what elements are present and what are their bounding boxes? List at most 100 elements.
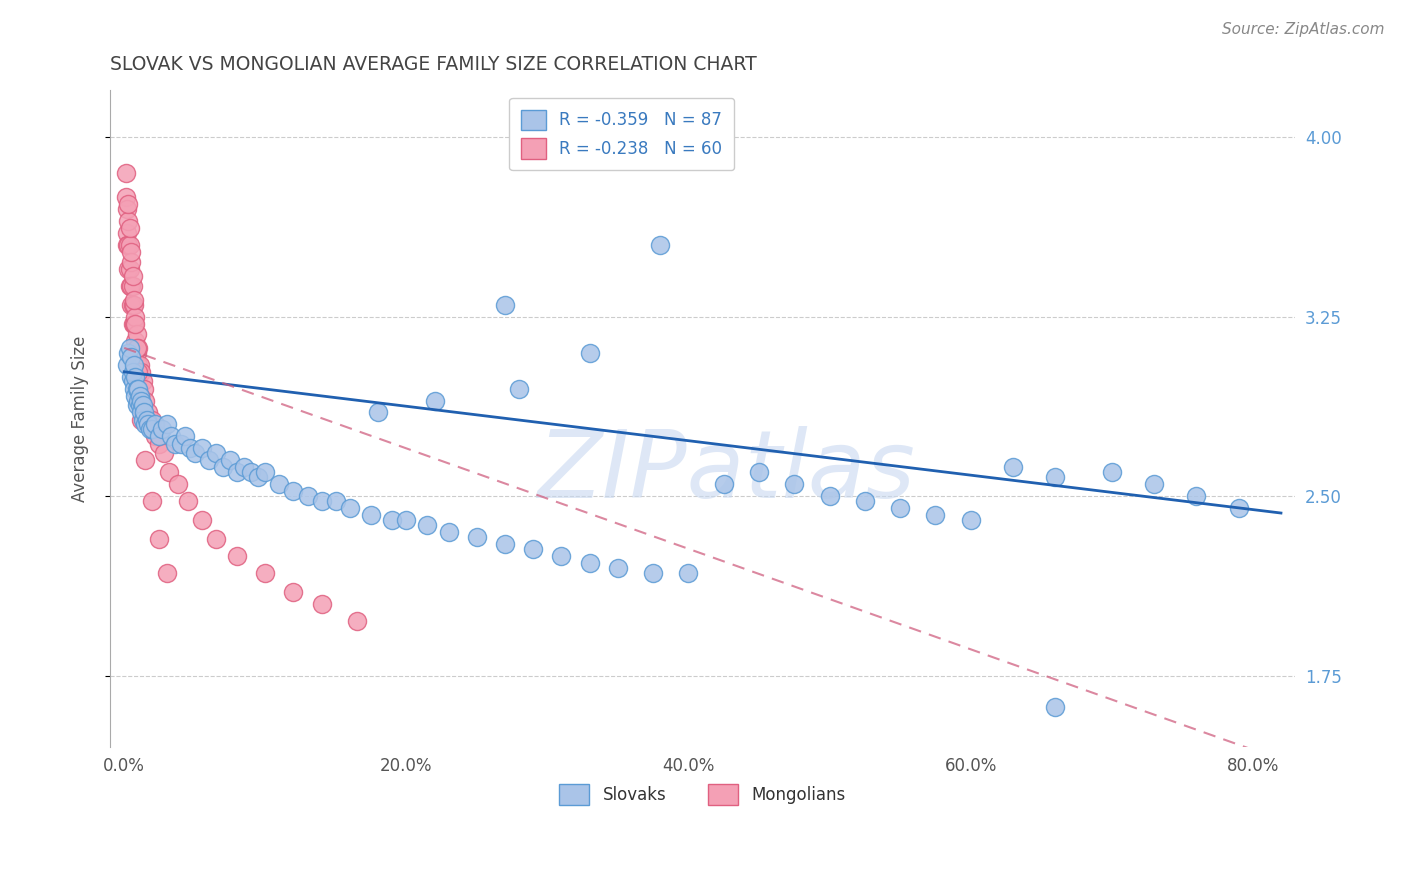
Point <box>494 298 516 312</box>
Point <box>748 465 770 479</box>
Point <box>494 537 516 551</box>
Point <box>226 549 249 563</box>
Point <box>117 262 139 277</box>
Point <box>1227 501 1250 516</box>
Point <box>120 298 142 312</box>
Point <box>437 524 460 539</box>
Point <box>122 317 145 331</box>
Text: Source: ZipAtlas.com: Source: ZipAtlas.com <box>1222 22 1385 37</box>
Point <box>578 345 600 359</box>
Point <box>959 513 981 527</box>
Point <box>148 436 170 450</box>
Point <box>606 561 628 575</box>
Point <box>118 278 141 293</box>
Point <box>713 477 735 491</box>
Point <box>128 398 150 412</box>
Point <box>311 494 333 508</box>
Point <box>125 398 148 412</box>
Point <box>124 317 146 331</box>
Point <box>233 460 256 475</box>
Point <box>115 358 138 372</box>
Point <box>121 269 143 284</box>
Point <box>550 549 572 563</box>
Point <box>163 436 186 450</box>
Point <box>117 238 139 252</box>
Point <box>121 298 143 312</box>
Point <box>141 412 163 426</box>
Point <box>127 365 149 379</box>
Point <box>508 382 530 396</box>
Text: ZIPatlas: ZIPatlas <box>537 425 915 516</box>
Point <box>120 278 142 293</box>
Point <box>122 382 145 396</box>
Point <box>283 585 305 599</box>
Point <box>134 417 156 432</box>
Point <box>643 566 665 580</box>
Point <box>124 334 146 348</box>
Point <box>148 429 170 443</box>
Point <box>136 417 159 432</box>
Point <box>283 484 305 499</box>
Point <box>166 477 188 491</box>
Point <box>381 513 404 527</box>
Point <box>269 477 291 491</box>
Point <box>136 405 159 419</box>
Point <box>131 398 153 412</box>
Point <box>1045 699 1067 714</box>
Point <box>1101 465 1123 479</box>
Point <box>148 533 170 547</box>
Point <box>124 310 146 324</box>
Point <box>115 202 138 217</box>
Point <box>205 533 228 547</box>
Point <box>226 465 249 479</box>
Point <box>240 465 263 479</box>
Point <box>120 254 142 268</box>
Point <box>578 556 600 570</box>
Point <box>138 422 160 436</box>
Legend: Slovaks, Mongolians: Slovaks, Mongolians <box>553 778 852 812</box>
Point <box>129 365 152 379</box>
Point <box>254 566 277 580</box>
Point <box>1143 477 1166 491</box>
Point <box>124 389 146 403</box>
Point <box>132 382 155 396</box>
Point <box>247 470 270 484</box>
Point <box>143 417 166 432</box>
Point <box>346 614 368 628</box>
Point <box>115 238 138 252</box>
Point <box>522 541 544 556</box>
Point <box>129 412 152 426</box>
Point <box>889 501 911 516</box>
Point <box>114 190 136 204</box>
Point <box>128 358 150 372</box>
Point <box>127 341 149 355</box>
Point <box>297 489 319 503</box>
Point <box>129 393 152 408</box>
Point <box>117 197 139 211</box>
Point <box>143 429 166 443</box>
Point <box>131 375 153 389</box>
Point <box>121 365 143 379</box>
Point <box>118 341 141 355</box>
Point <box>141 494 163 508</box>
Point <box>155 417 177 432</box>
Point <box>150 422 173 436</box>
Point <box>311 597 333 611</box>
Point <box>138 417 160 432</box>
Point <box>191 442 214 456</box>
Point <box>125 341 148 355</box>
Point <box>173 429 195 443</box>
Point <box>169 436 191 450</box>
Point <box>818 489 841 503</box>
Point <box>134 453 156 467</box>
Point <box>325 494 347 508</box>
Point <box>117 214 139 228</box>
Point <box>128 389 150 403</box>
Point <box>118 262 141 277</box>
Point <box>120 369 142 384</box>
Point <box>125 326 148 341</box>
Point <box>205 446 228 460</box>
Point <box>122 293 145 307</box>
Y-axis label: Average Family Size: Average Family Size <box>72 335 89 501</box>
Point <box>1185 489 1208 503</box>
